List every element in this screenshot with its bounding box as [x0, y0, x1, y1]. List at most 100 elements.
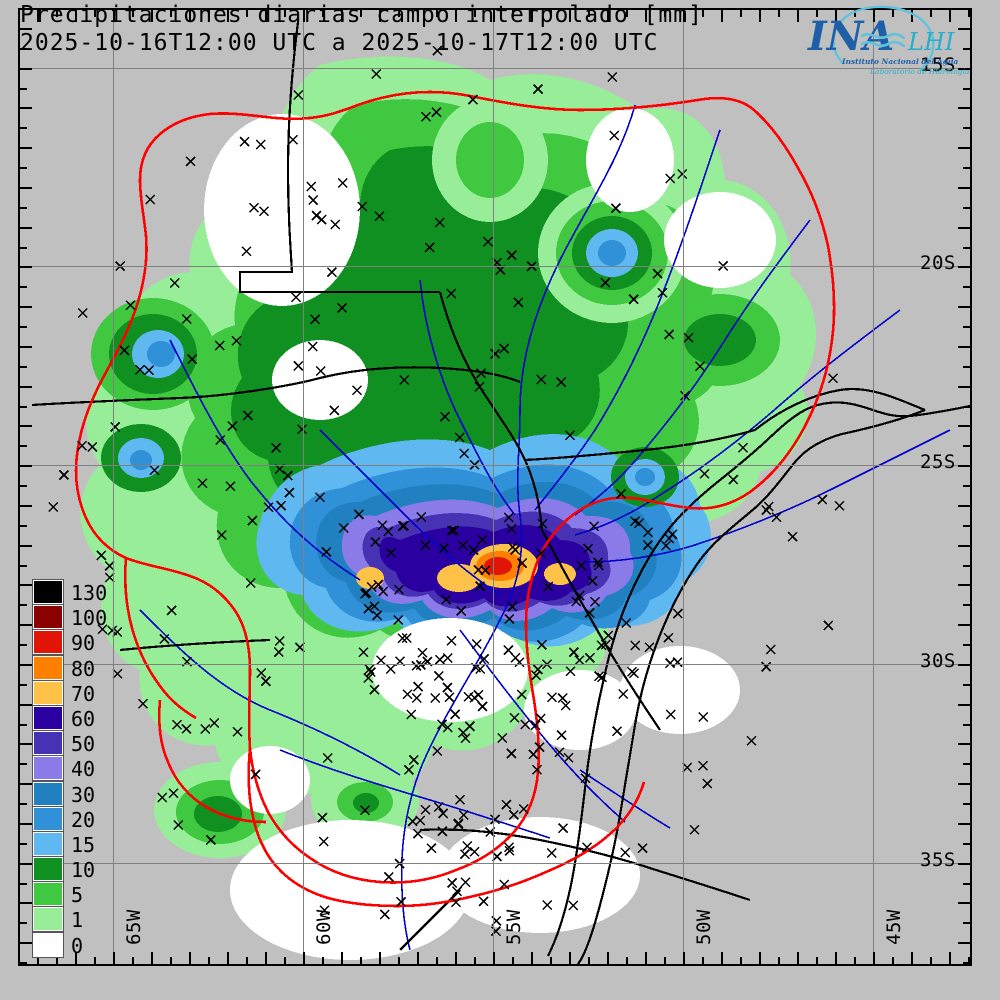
tick-right--37: [958, 942, 970, 945]
station-marker: [471, 639, 482, 650]
tick-right--33: [958, 783, 970, 786]
tick-bottom--49: [721, 952, 723, 964]
station-marker: [442, 722, 453, 733]
station-marker: [370, 536, 381, 547]
tick-top--52: [607, 10, 609, 22]
station-marker: [363, 673, 374, 684]
tick-top--51.5: [626, 10, 628, 17]
station-marker: [352, 385, 363, 396]
station-marker: [77, 440, 88, 451]
tick-left--31: [20, 703, 32, 706]
station-marker: [535, 548, 546, 559]
precip-dry-area-ne: [664, 192, 776, 288]
precip-dry-area-sw: [230, 820, 470, 960]
tick-left--34.5: [20, 842, 27, 845]
station-marker: [263, 502, 274, 513]
tick-left--33: [20, 783, 32, 786]
tick-bottom--64.5: [132, 957, 134, 964]
station-marker: [353, 509, 364, 520]
station-marker: [357, 201, 368, 212]
station-marker: [329, 405, 340, 416]
station-marker: [634, 518, 645, 529]
tick-top--63.5: [170, 10, 172, 17]
precip-bullseye-s: [311, 760, 419, 840]
station-marker: [642, 540, 653, 551]
station-marker: [434, 217, 445, 228]
station-marker: [306, 181, 317, 192]
station-marker: [823, 620, 834, 631]
tick-left--18.5: [20, 206, 27, 209]
station-marker: [501, 799, 512, 810]
tick-top--56: [455, 10, 457, 22]
tick-left--20: [20, 266, 32, 269]
tick-top--65: [113, 10, 115, 22]
tick-top--47: [797, 10, 799, 22]
tick-bottom--57.5: [398, 957, 400, 964]
station-marker: [503, 512, 514, 523]
tick-right--34: [958, 822, 970, 825]
station-marker: [477, 701, 488, 712]
station-marker: [728, 474, 739, 485]
station-marker: [698, 712, 709, 723]
gridline-lat-35S: [20, 862, 970, 864]
station-marker: [594, 671, 605, 682]
ina-lhi-logo: INA LHI Instituto Nacional del Agua Labo…: [800, 2, 980, 82]
tick-top--51: [645, 10, 647, 22]
station-marker: [506, 523, 517, 534]
station-marker: [185, 156, 196, 167]
station-marker: [442, 653, 453, 664]
station-marker: [379, 909, 390, 920]
station-marker: [620, 847, 631, 858]
legend-swatch-130: [33, 580, 63, 604]
station-marker: [319, 905, 330, 916]
tick-bottom--58.5: [360, 957, 362, 964]
precip-bullseye-e: [611, 447, 679, 507]
station-marker: [532, 84, 544, 95]
tick-left--16.5: [20, 127, 27, 130]
legend-label-1: 1: [71, 908, 84, 933]
station-marker: [535, 713, 546, 724]
precip-patch-n2: [456, 122, 524, 198]
station-marker: [310, 314, 321, 325]
station-marker: [399, 374, 410, 386]
tick-right--34.5: [963, 842, 970, 845]
station-marker: [239, 136, 250, 147]
station-marker: [507, 542, 518, 553]
tick-right--23.5: [963, 405, 970, 408]
tick-bottom--51.5: [626, 957, 628, 964]
station-marker: [87, 441, 98, 452]
station-marker: [366, 581, 377, 592]
station-marker: [411, 692, 422, 704]
station-marker: [568, 647, 579, 658]
station-marker: [558, 823, 569, 834]
station-marker: [293, 360, 304, 371]
tick-bottom--66.5: [56, 957, 58, 964]
station-marker: [556, 377, 567, 388]
station-marker: [698, 760, 709, 771]
station-marker: [765, 644, 776, 655]
tick-right--17: [958, 147, 970, 150]
tick-bottom--59.5: [322, 957, 324, 964]
station-marker: [402, 689, 413, 700]
tick-right--22: [958, 345, 970, 348]
station-marker: [665, 709, 676, 720]
station-marker: [315, 365, 326, 376]
tick-top--54.5: [512, 10, 514, 17]
legend-label-100: 100: [71, 606, 108, 631]
tick-top--63: [189, 10, 191, 22]
station-marker: [761, 505, 772, 516]
precip-dry-area-e: [620, 646, 740, 734]
station-marker: [406, 709, 417, 720]
station-marker: [215, 434, 226, 446]
station-marker: [322, 752, 333, 763]
station-marker: [479, 653, 490, 664]
station-marker: [317, 812, 328, 823]
tick-right--13.5: [963, 8, 970, 10]
tick-bottom--60.5: [284, 957, 286, 964]
tick-left--26: [20, 504, 32, 507]
station-marker: [420, 111, 431, 122]
station-marker: [256, 668, 267, 679]
station-marker: [761, 661, 772, 672]
station-marker: [460, 733, 471, 744]
tick-left--16: [20, 107, 32, 110]
